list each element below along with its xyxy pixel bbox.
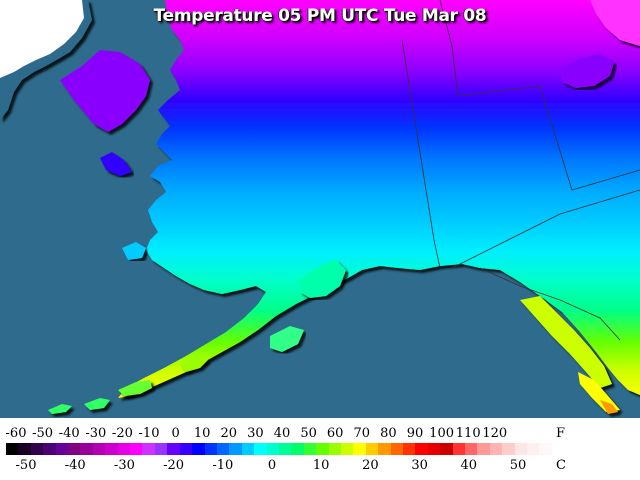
colorbar-swatch bbox=[266, 443, 279, 455]
fahrenheit-tick-label: 110 bbox=[455, 426, 481, 441]
fahrenheit-tick-label: 120 bbox=[482, 426, 508, 441]
canadian-coast-north bbox=[590, 0, 640, 46]
colorbar-swatch bbox=[192, 443, 205, 455]
colorbar-swatch bbox=[167, 443, 180, 455]
alaska-canada-border bbox=[401, 39, 441, 269]
fahrenheit-tick-label: 50 bbox=[300, 426, 317, 441]
fahrenheit-tick-label: 40 bbox=[273, 426, 291, 441]
fahrenheit-tick-label: 20 bbox=[220, 426, 238, 441]
colorbar-swatch bbox=[303, 443, 317, 455]
colorbar-swatch bbox=[92, 443, 106, 455]
colorbar-swatch bbox=[130, 443, 143, 455]
kodiak-island bbox=[270, 326, 304, 352]
kenai-peninsula bbox=[300, 260, 346, 298]
canadian-arctic-island bbox=[560, 54, 614, 88]
colorbar-swatch bbox=[390, 443, 403, 455]
western-peninsula bbox=[60, 50, 150, 132]
colorbar-swatch bbox=[415, 443, 428, 455]
celsius-tick-label: 20 bbox=[362, 458, 379, 473]
colorbar-swatch bbox=[365, 443, 379, 455]
celsius-tick-label: -50 bbox=[15, 458, 37, 473]
map-canvas bbox=[0, 0, 640, 418]
colorbar-swatch bbox=[452, 443, 466, 455]
fahrenheit-tick-label: -30 bbox=[85, 426, 107, 441]
fahrenheit-tick-label: -10 bbox=[138, 426, 160, 441]
celsius-unit-label: C bbox=[556, 458, 566, 473]
alaska-landmass bbox=[118, 0, 640, 398]
fahrenheit-tick-label: 80 bbox=[380, 426, 397, 441]
fahrenheit-tick-label: 0 bbox=[171, 426, 180, 441]
colorbar-swatch bbox=[105, 443, 118, 455]
fahrenheit-tick-label: -50 bbox=[32, 426, 54, 441]
celsius-tick-label: 40 bbox=[460, 458, 478, 473]
colorbar-swatch bbox=[154, 443, 168, 455]
colorbar-swatch bbox=[539, 443, 552, 455]
colorbar-swatch bbox=[291, 443, 304, 455]
colorbar-swatch bbox=[30, 443, 44, 455]
borders bbox=[401, 0, 640, 341]
aleutian-islands bbox=[48, 356, 208, 414]
map-title: Temperature 05 PM UTC Tue Mar 08 bbox=[153, 6, 487, 26]
colorbar-swatch bbox=[353, 443, 366, 455]
colorbar-swatch bbox=[427, 443, 441, 455]
fahrenheit-tick-label: 90 bbox=[406, 426, 424, 441]
celsius-tick-label: 0 bbox=[267, 458, 277, 473]
yukon-nwt-border bbox=[439, 0, 640, 191]
celsius-tick-label: 50 bbox=[509, 458, 527, 473]
fahrenheit-tick-label: 60 bbox=[326, 426, 344, 441]
temperature-colorbar bbox=[6, 443, 552, 455]
colorbar-swatch bbox=[440, 443, 453, 455]
panhandle-border bbox=[479, 267, 621, 341]
colorbar-swatch bbox=[328, 443, 341, 455]
panhandle-islands bbox=[520, 296, 620, 414]
fahrenheit-tick-label: -40 bbox=[58, 426, 80, 441]
colorbar-swatch bbox=[340, 443, 354, 455]
fahrenheit-tick-label: 10 bbox=[193, 426, 211, 441]
colorbar-swatch bbox=[142, 443, 155, 455]
celsius-tick-label: 30 bbox=[411, 458, 428, 473]
colorbar-swatch bbox=[204, 443, 217, 455]
colorbar-swatch bbox=[465, 443, 478, 455]
colorbar-swatch bbox=[502, 443, 515, 455]
chukotka-highland bbox=[0, 0, 84, 78]
colorbar-swatch bbox=[378, 443, 391, 455]
colorbar-swatch bbox=[18, 443, 31, 455]
nunivak-island bbox=[122, 242, 146, 260]
fahrenheit-tick-label: 70 bbox=[353, 426, 371, 441]
celsius-tick-label: -10 bbox=[212, 458, 234, 473]
colorbar-swatch bbox=[241, 443, 255, 455]
colorbar-swatch bbox=[43, 443, 56, 455]
colorbar-swatch bbox=[489, 443, 503, 455]
fahrenheit-tick-label: 30 bbox=[247, 426, 264, 441]
fahrenheit-unit-label: F bbox=[556, 426, 566, 441]
temperature-legend: -60 -50 -40 -30 -20 -10 0 10 20 30 40 50 60 70 80 90 100… bbox=[0, 418, 640, 480]
colorbar-swatch bbox=[477, 443, 490, 455]
colorbar-swatch bbox=[229, 443, 242, 455]
colorbar-swatch bbox=[216, 443, 230, 455]
fahrenheit-tick-label: -60 bbox=[5, 426, 27, 441]
bc-yukon-border bbox=[451, 189, 640, 269]
celsius-tick-label: -30 bbox=[113, 458, 135, 473]
celsius-tick-label: -40 bbox=[64, 458, 86, 473]
celsius-tick-label: 10 bbox=[312, 458, 330, 473]
colorbar-swatch bbox=[80, 443, 93, 455]
celsius-tick-label: -20 bbox=[163, 458, 185, 473]
colorbar-swatch bbox=[55, 443, 69, 455]
st-lawrence-island bbox=[100, 152, 132, 176]
colorbar-swatch bbox=[179, 443, 193, 455]
colorbar-swatch bbox=[117, 443, 131, 455]
colorbar-swatch bbox=[514, 443, 528, 455]
colorbar-swatch bbox=[403, 443, 416, 455]
colorbar-swatch bbox=[68, 443, 81, 455]
colorbar-swatch bbox=[6, 443, 19, 455]
colorbar-swatch bbox=[278, 443, 292, 455]
colorbar-swatch bbox=[527, 443, 540, 455]
temperature-map: Temperature 05 PM UTC Tue Mar 08 bbox=[0, 0, 640, 418]
colorbar-swatch bbox=[316, 443, 329, 455]
fahrenheit-tick-label: 100 bbox=[429, 426, 455, 441]
colorbar-swatch bbox=[254, 443, 267, 455]
fahrenheit-tick-label: -20 bbox=[111, 426, 133, 441]
